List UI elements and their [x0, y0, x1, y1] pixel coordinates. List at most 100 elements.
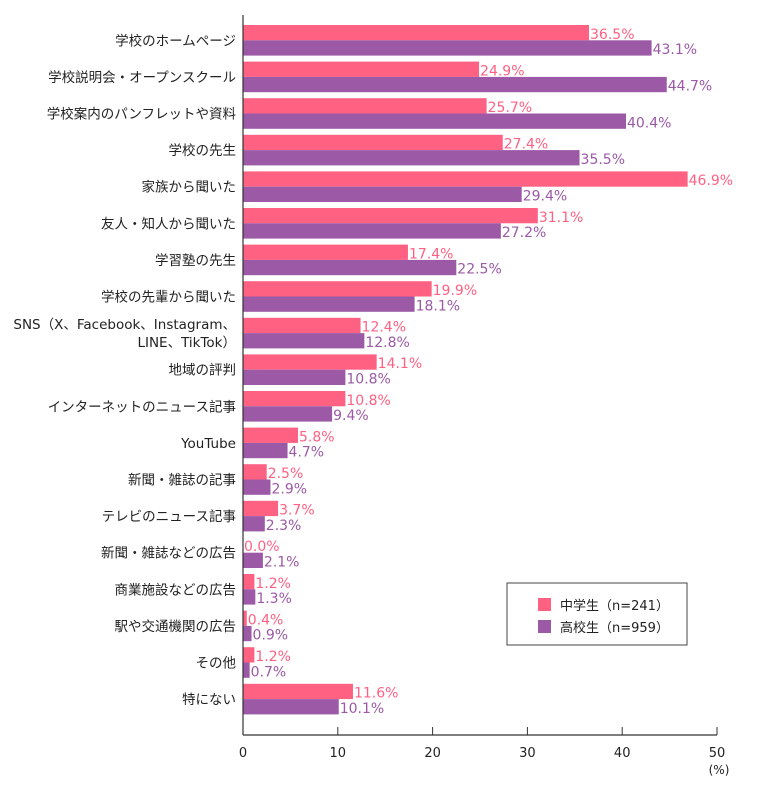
category-label: 友人・知人から聞いた	[101, 215, 236, 232]
bar	[243, 259, 457, 276]
x-tick-label: 20	[424, 746, 441, 761]
bar	[243, 76, 667, 93]
data-label: 2.5%	[268, 466, 304, 482]
bar	[243, 683, 353, 700]
data-label: 2.3%	[266, 518, 302, 534]
data-label: 0.4%	[248, 612, 284, 628]
data-label: 31.1%	[539, 210, 583, 226]
data-label: 12.8%	[365, 335, 409, 351]
data-label: 14.1%	[378, 356, 422, 372]
data-label: 0.9%	[253, 628, 289, 644]
bar	[243, 625, 252, 642]
bar	[243, 223, 501, 239]
bar	[243, 134, 503, 151]
data-label: 3.7%	[279, 503, 315, 519]
data-label: 44.7%	[668, 79, 712, 95]
data-label: 35.5%	[581, 152, 625, 168]
data-label: 2.9%	[271, 481, 307, 497]
category-label: SNS（X、Facebook、Instagram、	[13, 317, 236, 333]
data-label: 4.7%	[289, 445, 325, 461]
data-label: 2.1%	[264, 555, 300, 571]
bar	[243, 391, 346, 407]
data-label: 1.2%	[255, 576, 291, 592]
category-label: 学校の先生	[169, 142, 237, 159]
bar	[243, 98, 487, 114]
x-tick-label: 0	[239, 746, 247, 761]
data-label: 18.1%	[416, 298, 460, 314]
bar	[243, 281, 432, 297]
bar	[243, 40, 652, 56]
data-label: 40.4%	[627, 115, 671, 131]
bar	[243, 464, 267, 480]
bar	[243, 186, 522, 202]
legend-label: 高校生（n=959）	[560, 620, 669, 636]
x-unit-label: (%)	[709, 763, 730, 777]
data-label: 25.7%	[488, 100, 532, 116]
data-label: 22.5%	[457, 262, 501, 278]
data-label: 10.1%	[340, 701, 384, 717]
bar	[243, 610, 247, 626]
category-label: テレビのニュース記事	[102, 508, 236, 525]
data-label: 11.6%	[354, 686, 398, 702]
data-label: 0.7%	[251, 664, 287, 680]
bar	[243, 244, 408, 260]
category-label: 新聞・雑誌などの広告	[101, 546, 236, 562]
data-label: 12.4%	[362, 320, 406, 336]
legend-swatch	[538, 620, 551, 633]
data-label: 29.4%	[523, 189, 567, 205]
data-label: 5.8%	[299, 429, 335, 445]
category-label: 商業施設などの広告	[115, 582, 237, 598]
category-label: その他	[196, 656, 237, 672]
category-label: LINE、TikTok）	[137, 335, 236, 351]
category-label: 学校説明会・オープンスクール	[48, 69, 236, 86]
category-label: 新聞・雑誌の記事	[128, 472, 236, 489]
data-label: 0.0%	[244, 539, 280, 555]
bar	[243, 406, 333, 422]
category-label: 学校の先輩から聞いた	[101, 289, 236, 306]
category-label: 学校のホームページ	[115, 32, 236, 49]
bar	[243, 296, 415, 312]
x-tick-label: 30	[519, 746, 536, 761]
bar	[243, 171, 688, 187]
bar	[243, 208, 538, 224]
legend-swatch	[538, 598, 551, 611]
data-label: 27.2%	[502, 225, 546, 241]
bar	[243, 333, 365, 349]
bar	[243, 552, 263, 568]
data-label: 10.8%	[346, 372, 390, 388]
bar	[243, 442, 288, 459]
bar	[243, 699, 339, 715]
bar	[243, 427, 298, 443]
data-label: 1.3%	[256, 591, 292, 607]
x-tick-label: 40	[614, 746, 631, 761]
data-label: 17.4%	[409, 246, 453, 262]
legend	[506, 582, 688, 646]
bar	[243, 500, 279, 517]
legend-label: 中学生（n=241）	[560, 598, 669, 614]
data-label: 27.4%	[504, 137, 548, 153]
data-label: 43.1%	[653, 42, 697, 58]
bar	[243, 113, 626, 129]
bar	[243, 354, 377, 370]
bar	[243, 574, 255, 590]
x-tick-label: 10	[330, 746, 347, 761]
category-label: インターネットのニュース記事	[48, 398, 236, 415]
bar	[243, 662, 250, 678]
data-label: 19.9%	[433, 283, 477, 299]
bar	[243, 479, 271, 495]
data-label: 10.8%	[346, 393, 390, 409]
bar	[243, 516, 265, 532]
data-label: 1.2%	[255, 649, 291, 665]
bar	[243, 317, 361, 334]
bar	[243, 369, 346, 385]
category-label: 特にない	[182, 692, 236, 708]
category-label: 地域の評判	[169, 363, 237, 379]
bar	[243, 647, 255, 663]
data-label: 36.5%	[590, 27, 634, 43]
data-label: 46.9%	[689, 173, 733, 189]
bar	[243, 25, 590, 41]
bar	[243, 589, 256, 605]
category-label: YouTube	[180, 436, 236, 452]
